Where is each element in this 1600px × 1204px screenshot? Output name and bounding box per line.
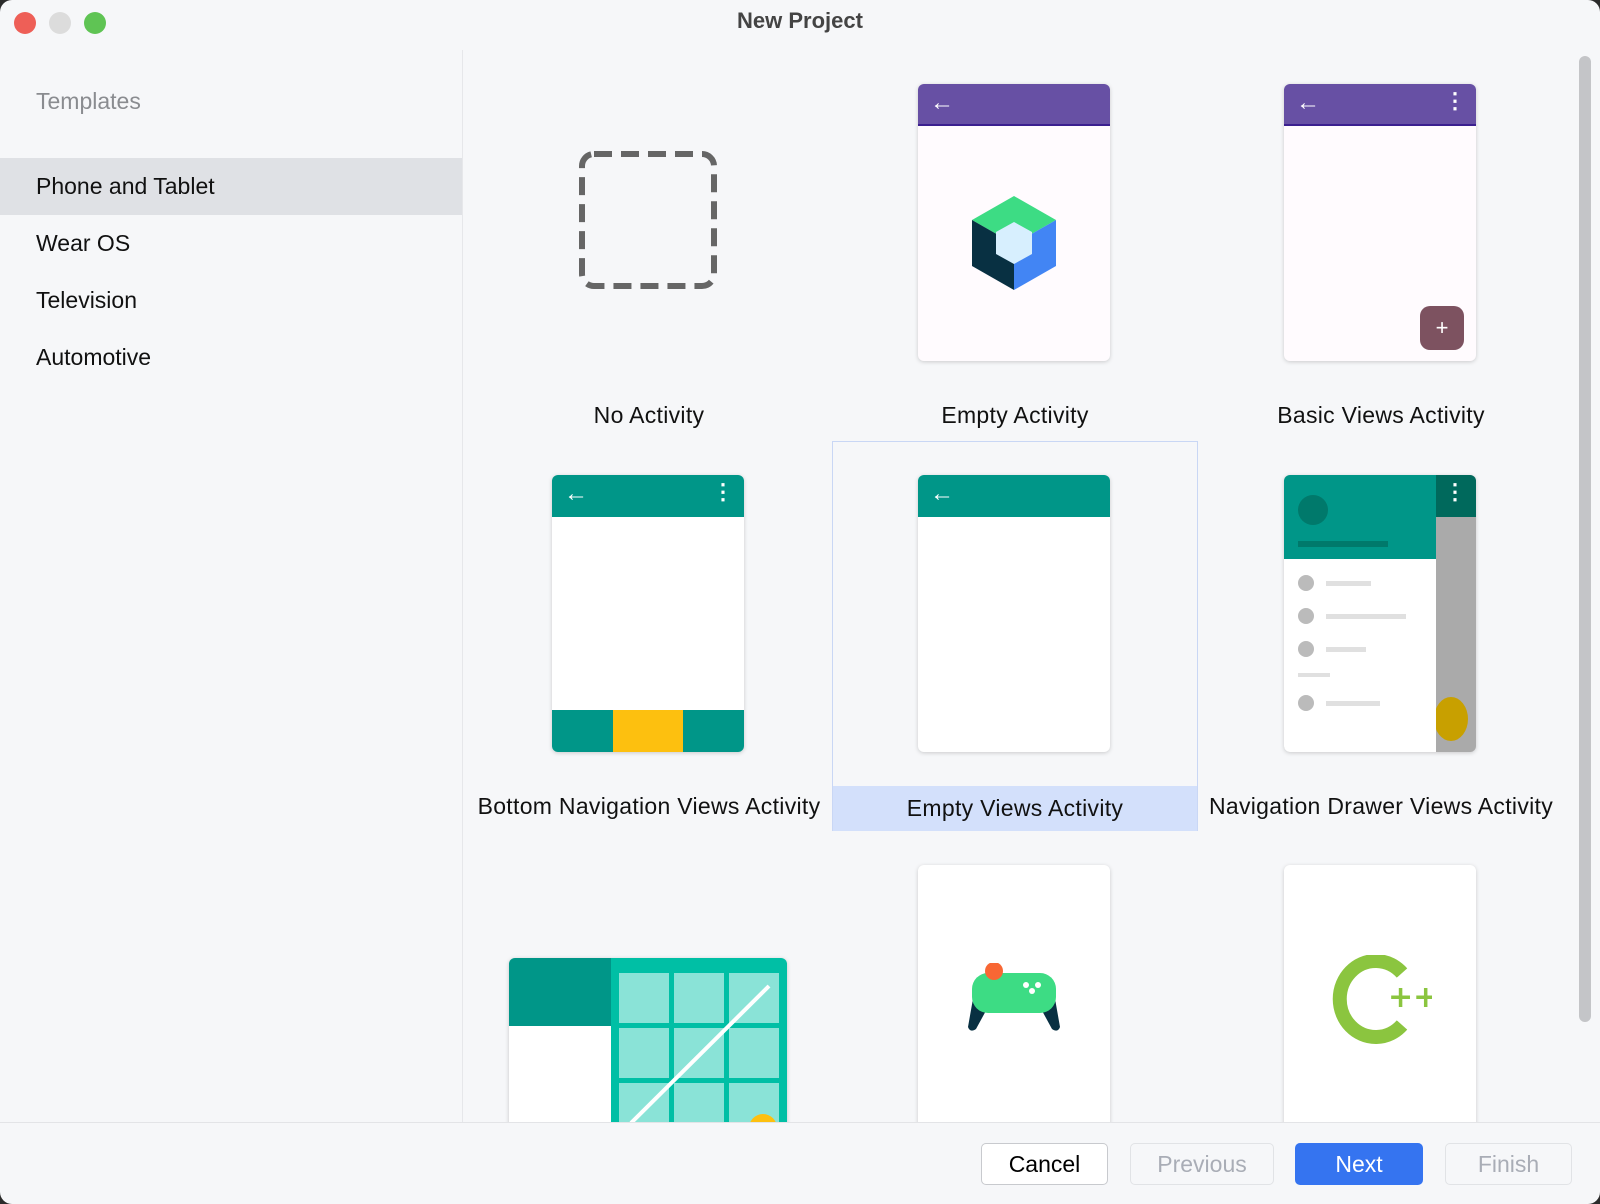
svg-text:++: ++	[1388, 980, 1432, 1015]
template-label: Navigation Drawer Views Activity	[1208, 793, 1554, 819]
game-controller-icon	[968, 963, 1060, 1031]
minimize-window-button[interactable]	[49, 12, 71, 34]
template-empty-views-activity[interactable]: ← Empty Views Activity	[832, 441, 1198, 831]
navigation-drawer	[1284, 475, 1436, 752]
template-game-activity[interactable]	[832, 832, 1198, 1122]
sidebar-item-automotive[interactable]: Automotive	[36, 344, 152, 370]
next-button[interactable]: Next	[1295, 1143, 1423, 1185]
jetpack-compose-logo-icon	[972, 196, 1056, 290]
overflow-menu-icon: ⋮	[1444, 479, 1466, 504]
responsive-layout-icon	[509, 958, 787, 1122]
template-label: Basic Views Activity	[1277, 402, 1485, 428]
sidebar-item-phone-and-tablet[interactable]: Phone and Tablet	[0, 158, 462, 215]
close-window-button[interactable]	[14, 12, 36, 34]
template-empty-activity[interactable]: ← Empty Activity	[832, 50, 1198, 440]
back-arrow-icon: ←	[1296, 89, 1320, 116]
bottom-nav-bar	[552, 710, 744, 752]
sidebar-item-wear-os[interactable]: Wear OS	[36, 230, 131, 256]
template-label: No Activity	[593, 402, 705, 428]
template-no-activity[interactable]: No Activity	[466, 50, 832, 440]
template-grid: No Activity ← Empty Activity ← ⋮ + Basic …	[464, 50, 1600, 1122]
vertical-scrollbar[interactable]	[1579, 56, 1591, 1022]
window-title: New Project	[737, 8, 863, 33]
template-bottom-navigation-views-activity[interactable]: ← ⋮ Bottom Navigation Views Activity	[466, 441, 832, 831]
overflow-menu-icon: ⋮	[712, 479, 734, 504]
sidebar-item-television[interactable]: Television	[36, 287, 137, 313]
template-label: Empty Activity	[941, 402, 1089, 428]
template-responsive-views-activity[interactable]	[466, 832, 832, 1122]
previous-button[interactable]: Previous	[1130, 1143, 1274, 1185]
overflow-menu-icon: ⋮	[1444, 88, 1466, 113]
finish-button[interactable]: Finish	[1445, 1143, 1572, 1185]
dialog-footer: Cancel Previous Next Finish	[0, 1122, 1600, 1204]
template-label: Bottom Navigation Views Activity	[477, 793, 821, 819]
sidebar-header: Templates	[36, 88, 141, 114]
back-arrow-icon: ←	[930, 89, 954, 116]
back-arrow-icon: ←	[564, 480, 588, 507]
dashed-square-icon	[579, 151, 717, 289]
template-navigation-drawer-views-activity[interactable]: ⋮ Navigation Drawer Views Activity	[1198, 441, 1564, 831]
fab-plus-icon: +	[1420, 306, 1464, 350]
maximize-window-button[interactable]	[84, 12, 106, 34]
cpp-logo-icon: ++	[1332, 955, 1432, 1044]
template-native-cpp[interactable]: ++	[1198, 832, 1564, 1122]
template-basic-views-activity[interactable]: ← ⋮ + Basic Views Activity	[1198, 50, 1564, 440]
templates-sidebar: Templates Phone and Tablet Wear OS Telev…	[0, 50, 463, 1122]
cancel-button[interactable]: Cancel	[981, 1143, 1108, 1185]
back-arrow-icon: ←	[930, 480, 954, 507]
template-label: Empty Views Activity	[833, 786, 1197, 831]
